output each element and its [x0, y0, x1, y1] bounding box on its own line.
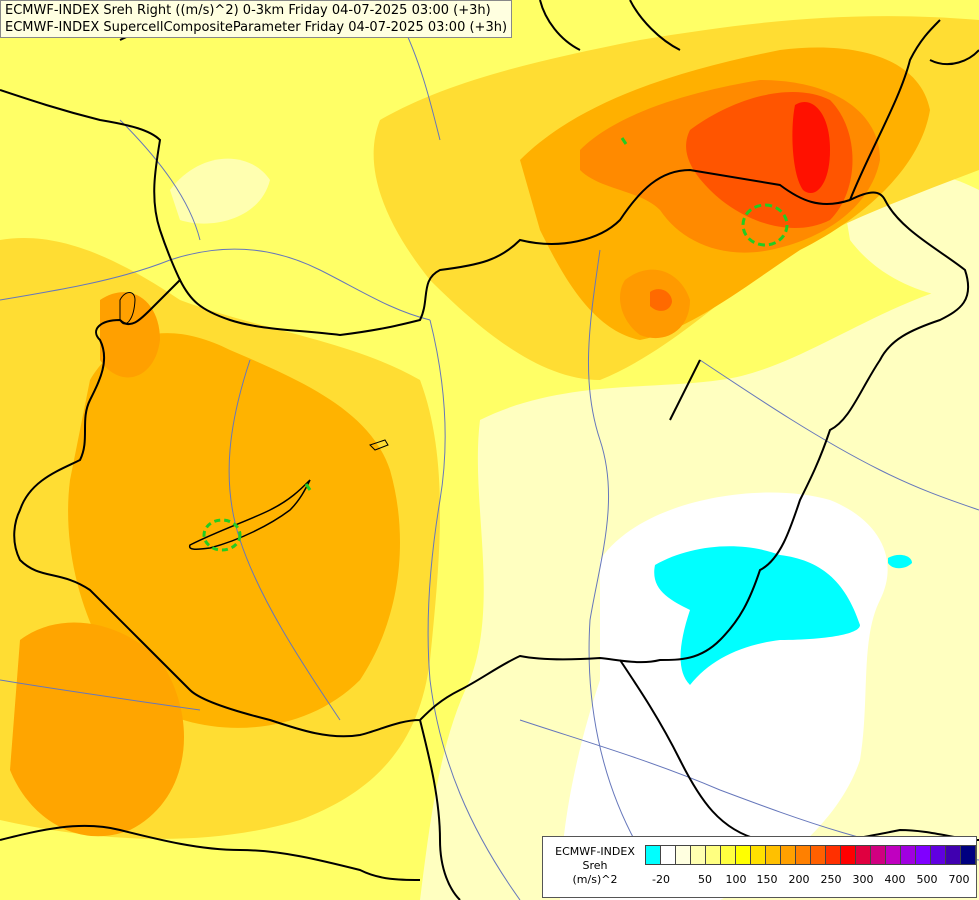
orange-area-southwest [10, 622, 184, 837]
orange-area-west [68, 333, 400, 728]
title-scp: ECMWF-INDEX SupercellCompositeParameter … [5, 20, 508, 35]
map-title-box: ECMWF-INDEX Sreh Right ((m/s)^2) 0-3km F… [0, 0, 513, 38]
legend-swatch [735, 845, 751, 865]
legend-swatch [825, 845, 841, 865]
scp-contour-small-1 [620, 137, 628, 145]
lake-small-2 [119, 292, 136, 325]
legend-swatch [810, 845, 826, 865]
legend-swatch [645, 845, 661, 865]
scp-contour-west [202, 518, 242, 552]
legend-tick-label: 400 [884, 873, 906, 886]
legend-tick-label: 250 [820, 873, 842, 886]
legend-tick-label: 100 [725, 873, 747, 886]
legend-tick-label: 300 [852, 873, 874, 886]
legend-swatch [780, 845, 796, 865]
legend-tick-label: 50 [698, 873, 712, 886]
legend-tick-label: -20 [652, 873, 670, 886]
scp-contour-small-2 [304, 483, 312, 491]
legend-swatch [945, 845, 961, 865]
scp-contour-northeast [741, 203, 789, 247]
legend-tick-label: 200 [788, 873, 810, 886]
legend-swatch [855, 845, 871, 865]
red-orange-blob-central [650, 289, 672, 311]
legend-swatch [960, 845, 976, 865]
color-legend: ECMWF-INDEX Sreh (m/s)^2 -20 50 100 150 200 2… [542, 836, 977, 898]
cyan-blob-east [888, 554, 912, 569]
legend-ticks: -20 50 100 150 200 250 300 400 500 700 [645, 873, 975, 889]
legend-swatch [690, 845, 706, 865]
red-core [792, 102, 830, 194]
legend-swatch [840, 845, 856, 865]
legend-swatch [765, 845, 781, 865]
legend-line-units: (m/s)^2 [572, 873, 618, 886]
pale-area-north [170, 158, 270, 224]
legend-swatch [900, 845, 916, 865]
legend-tick-label: 700 [948, 873, 970, 886]
legend-swatch [870, 845, 886, 865]
legend-swatch [660, 845, 676, 865]
legend-label: ECMWF-INDEX Sreh (m/s)^2 [549, 845, 641, 887]
legend-swatch [795, 845, 811, 865]
legend-tick-label: 500 [916, 873, 938, 886]
legend-swatch [750, 845, 766, 865]
legend-swatch [930, 845, 946, 865]
legend-tick-label: 150 [756, 873, 778, 886]
legend-swatch [675, 845, 691, 865]
lake-balaton [188, 479, 311, 550]
legend-swatches [645, 845, 976, 865]
legend-swatch [720, 845, 736, 865]
lake-small-1 [369, 439, 389, 451]
legend-line-param: Sreh [582, 859, 608, 872]
legend-swatch [705, 845, 721, 865]
legend-swatch [885, 845, 901, 865]
legend-swatch [915, 845, 931, 865]
legend-line-model: ECMWF-INDEX [555, 845, 635, 858]
title-sreh: ECMWF-INDEX Sreh Right ((m/s)^2) 0-3km F… [5, 3, 491, 18]
